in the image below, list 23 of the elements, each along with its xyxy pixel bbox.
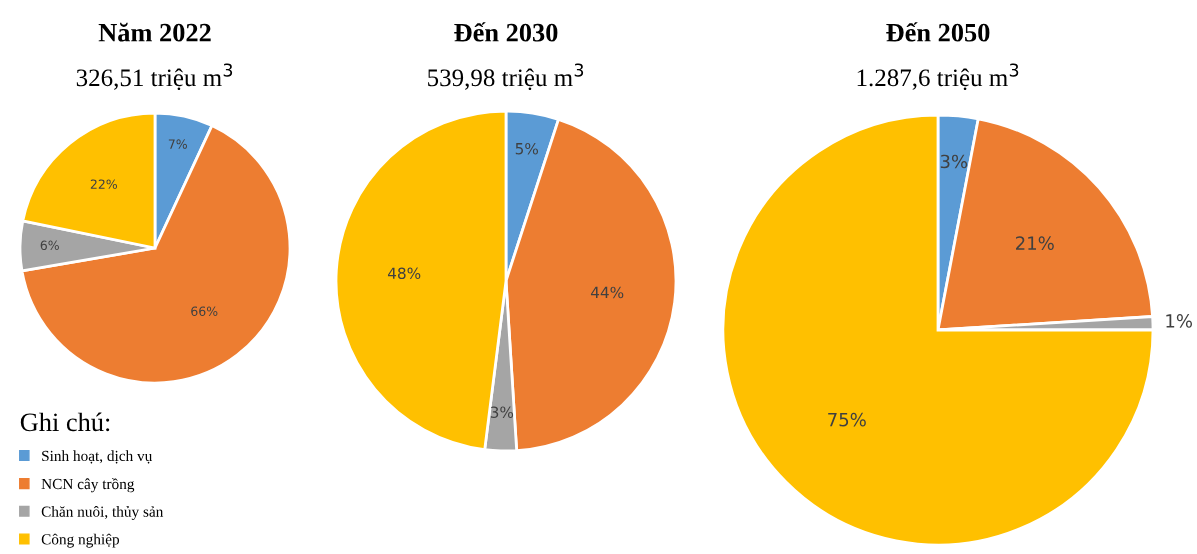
data-label: 3%: [940, 154, 968, 169]
legend-label: NCN cây trồng: [41, 477, 135, 493]
data-label: 75%: [828, 412, 866, 427]
chart-title: Năm 2022: [98, 22, 211, 42]
chart-title: Đến 2030: [454, 22, 558, 42]
legend-label: Chăn nuôi, thủy sản: [41, 506, 164, 520]
data-label: 22%: [90, 179, 117, 189]
legend-label: Sinh hoạt, dịch vụ: [42, 450, 153, 464]
chart-subtitle: 1.287,6 triệu m$^{3}$: [857, 63, 1019, 91]
data-label: 6%: [40, 240, 59, 250]
data-label: 48%: [387, 267, 421, 280]
data-label: 3%: [490, 406, 514, 418]
data-label: 66%: [191, 306, 218, 316]
legend-label: Công nghiệp: [41, 533, 120, 548]
data-label: 1%: [1166, 314, 1193, 328]
chart-subtitle: 539,98 triệu m$^{3}$: [428, 63, 584, 91]
data-label: 44%: [590, 286, 624, 299]
chart-subtitle: 326,51 triệu m$^{3}$: [76, 63, 233, 91]
chart-title: Đến 2050: [886, 22, 990, 42]
legend-title: Ghi chú:: [20, 412, 110, 432]
data-label: 5%: [515, 142, 539, 155]
data-label: 21%: [1016, 236, 1054, 250]
data-label: 7%: [168, 139, 187, 149]
